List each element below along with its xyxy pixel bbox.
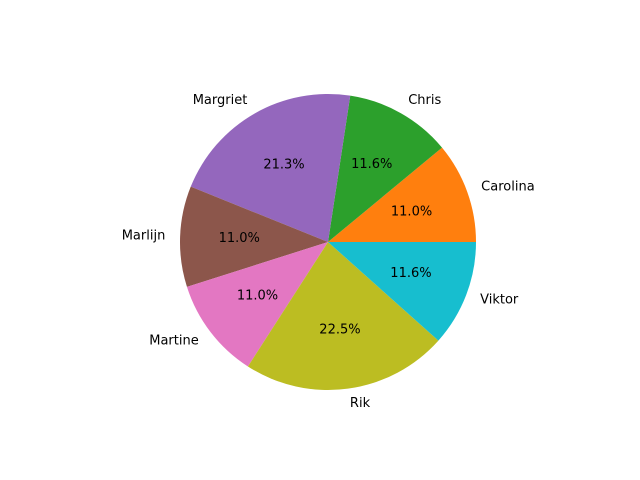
pie-slices [180,94,476,391]
pie-label-viktor: Viktor [480,293,519,308]
pie-percent-carolina: 11.0% [391,204,432,219]
pie-labels: Carolina Chris Margriet Marlijn Martine Rik Vi… [122,93,535,411]
pie-slice-chris [328,95,443,243]
pie-label-carolina: Carolina [481,179,535,194]
pie-percent-marlijn: 11.0% [219,231,260,246]
pie-percent-chris: 11.6% [351,157,392,172]
pie-slice-martine [186,242,328,367]
pie-percent-viktor: 11.6% [390,266,431,281]
pie-percent-martine: 11.0% [237,288,278,303]
pie-label-marlijn: Marlijn [122,228,166,243]
pie-label-margriet: Margriet [193,93,248,108]
pie-percent-margriet: 21.3% [263,157,304,172]
pie-slice-viktor [328,242,476,341]
pie-percent-rik: 22.5% [319,322,360,337]
pie-percent-labels: 11.0% 11.6% 21.3% 11.0% 11.0% 22.5% 11.6% [219,157,433,337]
pie-label-rik: Rik [350,396,371,411]
pie-label-martine: Martine [149,333,198,348]
pie-slice-carolina [328,147,476,242]
pie-label-chris: Chris [408,93,441,108]
pie-slice-marlijn [180,186,328,287]
pie-slice-rik [247,242,439,391]
pie-slice-margriet [190,94,351,243]
